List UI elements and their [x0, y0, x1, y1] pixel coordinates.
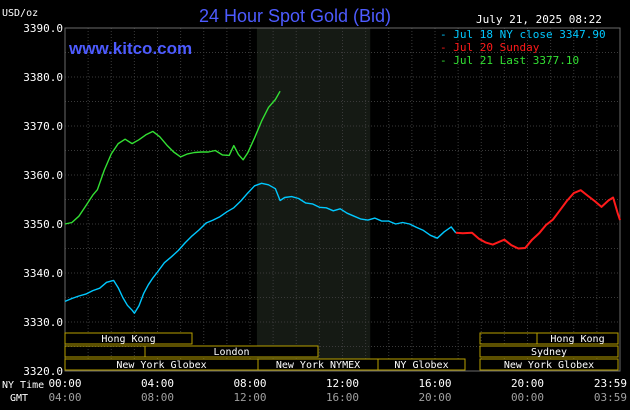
x-tick-label-ny: 00:00 [48, 377, 81, 390]
market-session-label: New York NYMEX [276, 360, 360, 371]
y-tick-label: 3340.0 [23, 267, 63, 280]
market-session-box [377, 358, 466, 371]
x-tick-label-gmt: 16:00 [326, 391, 359, 404]
x-tick-label-ny: 16:00 [418, 377, 451, 390]
x-tick-label-gmt: 00:00 [511, 391, 544, 404]
series-line-1 [64, 182, 457, 314]
market-session-box [479, 345, 619, 358]
market-sessions: Hong Kong London New York Globex New York N… [64, 332, 619, 371]
x-tick-label-gmt: 04:00 [48, 391, 81, 404]
x-tick-label-gmt: 08:00 [141, 391, 174, 404]
x-axis-ticks: 00:0004:0004:0008:0008:0012:0012:0016:00… [48, 377, 627, 404]
price-series [64, 90, 621, 314]
market-session-box [479, 358, 619, 371]
market-session-label: New York Globex [504, 360, 594, 371]
series-line-3 [64, 90, 281, 225]
y-tick-label: 3320.0 [23, 365, 63, 378]
market-session-box [144, 345, 319, 358]
grid-lines [64, 27, 621, 372]
x-tick-label-ny: 23:59 [594, 377, 627, 390]
site-watermark: www.kitco.com [68, 39, 192, 58]
market-session-box [536, 332, 619, 345]
y-axis-label: USD/oz [2, 8, 38, 19]
x-tick-label-ny: 04:00 [141, 377, 174, 390]
y-tick-label: 3330.0 [23, 316, 63, 329]
series-line-2 [455, 189, 621, 250]
x-tick-label-gmt: 12:00 [233, 391, 266, 404]
market-session-label: Hong Kong [101, 334, 155, 345]
x-tick-label-gmt: 03:59 [594, 391, 627, 404]
chart-title: 24 Hour Spot Gold (Bid) [199, 6, 391, 26]
x-tick-label-ny: 20:00 [511, 377, 544, 390]
y-axis-ticks: 3390.0 3380.0 3370.0 3360.0 3350.0 3340.0 3330… [23, 22, 63, 378]
market-session-box [64, 332, 193, 345]
x-tick-label-ny: 12:00 [326, 377, 359, 390]
legend-entry: - Jul 21 Last 3377.10 [440, 54, 579, 67]
x-tick-label-gmt: 20:00 [418, 391, 451, 404]
legend: - Jul 18 NY close 3347.90- Jul 20 Sunday… [440, 28, 606, 67]
x-tick-label-ny: 08:00 [233, 377, 266, 390]
gmt-label: GMT [10, 393, 28, 404]
y-tick-label: 3380.0 [23, 71, 63, 84]
y-tick-label: 3360.0 [23, 169, 63, 182]
y-tick-label: 3370.0 [23, 120, 63, 133]
market-session-label: Sydney [531, 347, 567, 358]
y-tick-label: 3350.0 [23, 218, 63, 231]
market-session-label: Hong Kong [550, 334, 604, 345]
market-session-label: London [213, 347, 249, 358]
legend-entry: - Jul 18 NY close 3347.90 [440, 28, 606, 41]
y-tick-label: 3390.0 [23, 22, 63, 35]
market-session-label: New York Globex [116, 360, 206, 371]
market-session-label: NY Globex [394, 360, 448, 371]
plot-border [64, 27, 621, 372]
chart-timestamp: July 21, 2025 08:22 [476, 13, 602, 26]
ny-time-label: NY Time [2, 380, 44, 391]
legend-entry: - Jul 20 Sunday [440, 41, 540, 54]
